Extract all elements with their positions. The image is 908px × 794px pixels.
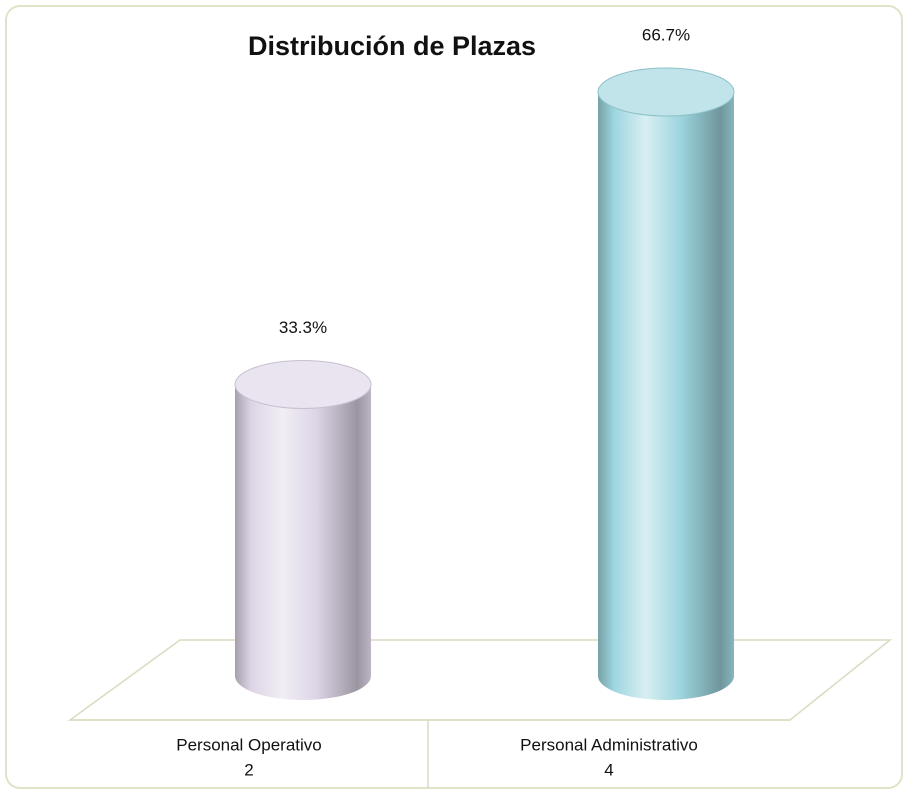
cylinder-top — [234, 359, 372, 409]
cylinder-top — [597, 67, 735, 117]
cylinder-body — [235, 384, 371, 700]
category-label: Personal Administrativo — [520, 735, 698, 754]
category-count: 4 — [604, 760, 613, 779]
data-label: 66.7% — [642, 25, 690, 44]
category-label: Personal Operativo — [176, 735, 322, 754]
chart-title: Distribución de Plazas — [248, 31, 536, 61]
cylinder-body — [598, 92, 734, 700]
data-label: 33.3% — [279, 318, 327, 337]
floor — [67, 639, 893, 721]
category-count: 2 — [244, 760, 253, 779]
